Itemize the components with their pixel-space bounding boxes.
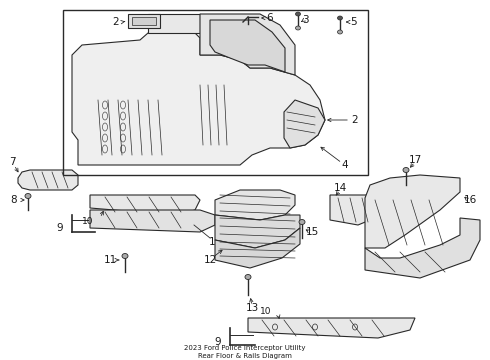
Polygon shape	[248, 318, 415, 338]
Text: 16: 16	[464, 195, 477, 205]
Ellipse shape	[122, 253, 128, 258]
Text: 11: 11	[103, 255, 117, 265]
Polygon shape	[210, 20, 285, 72]
Ellipse shape	[299, 220, 305, 225]
Text: 2: 2	[352, 115, 358, 125]
Text: 1: 1	[209, 237, 215, 247]
Ellipse shape	[25, 194, 31, 198]
Text: 13: 13	[245, 303, 259, 313]
Polygon shape	[18, 170, 78, 190]
Ellipse shape	[245, 274, 251, 279]
Bar	[132, 17, 156, 25]
Text: 6: 6	[267, 13, 273, 23]
Text: 5: 5	[350, 17, 356, 27]
Polygon shape	[72, 33, 325, 165]
Polygon shape	[90, 195, 200, 215]
Text: 7: 7	[9, 157, 15, 167]
Polygon shape	[330, 195, 378, 225]
Polygon shape	[365, 218, 480, 278]
Polygon shape	[365, 175, 460, 248]
Polygon shape	[284, 100, 325, 148]
Polygon shape	[148, 14, 200, 33]
Text: 10: 10	[260, 307, 272, 316]
Text: 17: 17	[408, 155, 421, 165]
Text: 2023 Ford Police Interceptor Utility
Rear Floor & Rails Diagram: 2023 Ford Police Interceptor Utility Rea…	[184, 345, 306, 359]
Text: 9: 9	[215, 337, 221, 347]
Text: 3: 3	[302, 15, 308, 25]
Polygon shape	[215, 190, 295, 220]
Text: 4: 4	[342, 160, 348, 170]
Polygon shape	[128, 14, 160, 28]
Text: 8: 8	[11, 195, 17, 205]
Text: 15: 15	[305, 227, 318, 237]
Ellipse shape	[338, 30, 343, 34]
Text: 10: 10	[82, 217, 94, 226]
Polygon shape	[90, 210, 215, 232]
Ellipse shape	[295, 26, 300, 30]
Bar	[63, 10, 368, 175]
Text: 9: 9	[57, 223, 63, 233]
Ellipse shape	[338, 16, 343, 20]
Polygon shape	[215, 228, 300, 268]
Ellipse shape	[403, 167, 409, 172]
Polygon shape	[200, 14, 295, 75]
Text: 2: 2	[113, 17, 119, 27]
Text: 12: 12	[203, 255, 217, 265]
Text: 14: 14	[333, 183, 346, 193]
Ellipse shape	[295, 12, 300, 16]
Polygon shape	[215, 215, 300, 248]
